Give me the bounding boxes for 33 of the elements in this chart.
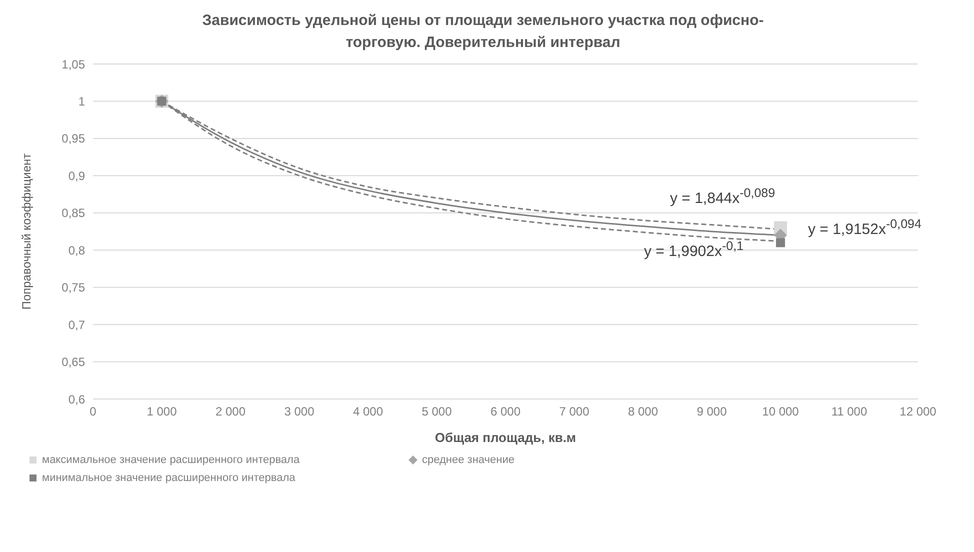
point — [776, 238, 785, 248]
y-tick-label: 0,75 — [62, 280, 86, 295]
annotation: y = 1,9152x$^{-0,094}$ — [808, 217, 922, 238]
legend-label: минимальное значение расширенного интервала — [42, 472, 296, 484]
chart-title: Зависимость удельной цены от площади земельного участка под офисно-торговую. Доверительный интервал — [201, 11, 765, 53]
annotation: y = 1,844x$^{-0,089}$ — [670, 186, 776, 207]
y-tick-label: 0,9 — [68, 168, 86, 183]
y-axis-title: Поправочный коэффициент — [19, 152, 34, 310]
x-tick-label: 11 000 — [831, 404, 868, 419]
x-tick-label: 4 000 — [352, 404, 384, 419]
x-axis-title: Общая площадь, кв.м — [434, 430, 576, 445]
y-tick-label: 0,8 — [68, 243, 86, 258]
x-tick-label: 12 000 — [900, 404, 937, 419]
x-tick-label: 10 000 — [762, 404, 800, 419]
x-tick-label: 3 000 — [284, 404, 315, 419]
x-tick-label: 7 000 — [559, 404, 590, 419]
y-tick-label: 1 — [78, 94, 86, 108]
x-tick-label: 0 — [90, 404, 97, 419]
x-tick-label: 1 000 — [146, 404, 178, 419]
x-tick-label: 8 000 — [628, 404, 658, 419]
annotation: y = 1,9902x$^{-0,1}$ — [644, 239, 744, 260]
y-tick-label: 0,95 — [62, 132, 86, 146]
y-tick-label: 0,85 — [62, 206, 86, 220]
legend-label: максимальное значение расширенного интервала — [42, 454, 300, 466]
x-tick-label: 2 000 — [215, 404, 246, 419]
x-tick-label: 9 000 — [696, 404, 728, 419]
x-tick-label: 6 000 — [490, 404, 521, 419]
y-tick-label: 1,05 — [62, 57, 86, 72]
y-tick-label: 0,7 — [68, 318, 86, 332]
legend-label: среднее значение — [422, 454, 514, 466]
y-tick-label: 0,65 — [62, 355, 86, 370]
y-tick-label: 0,6 — [68, 392, 86, 406]
x-tick-label: 5 000 — [422, 404, 452, 419]
